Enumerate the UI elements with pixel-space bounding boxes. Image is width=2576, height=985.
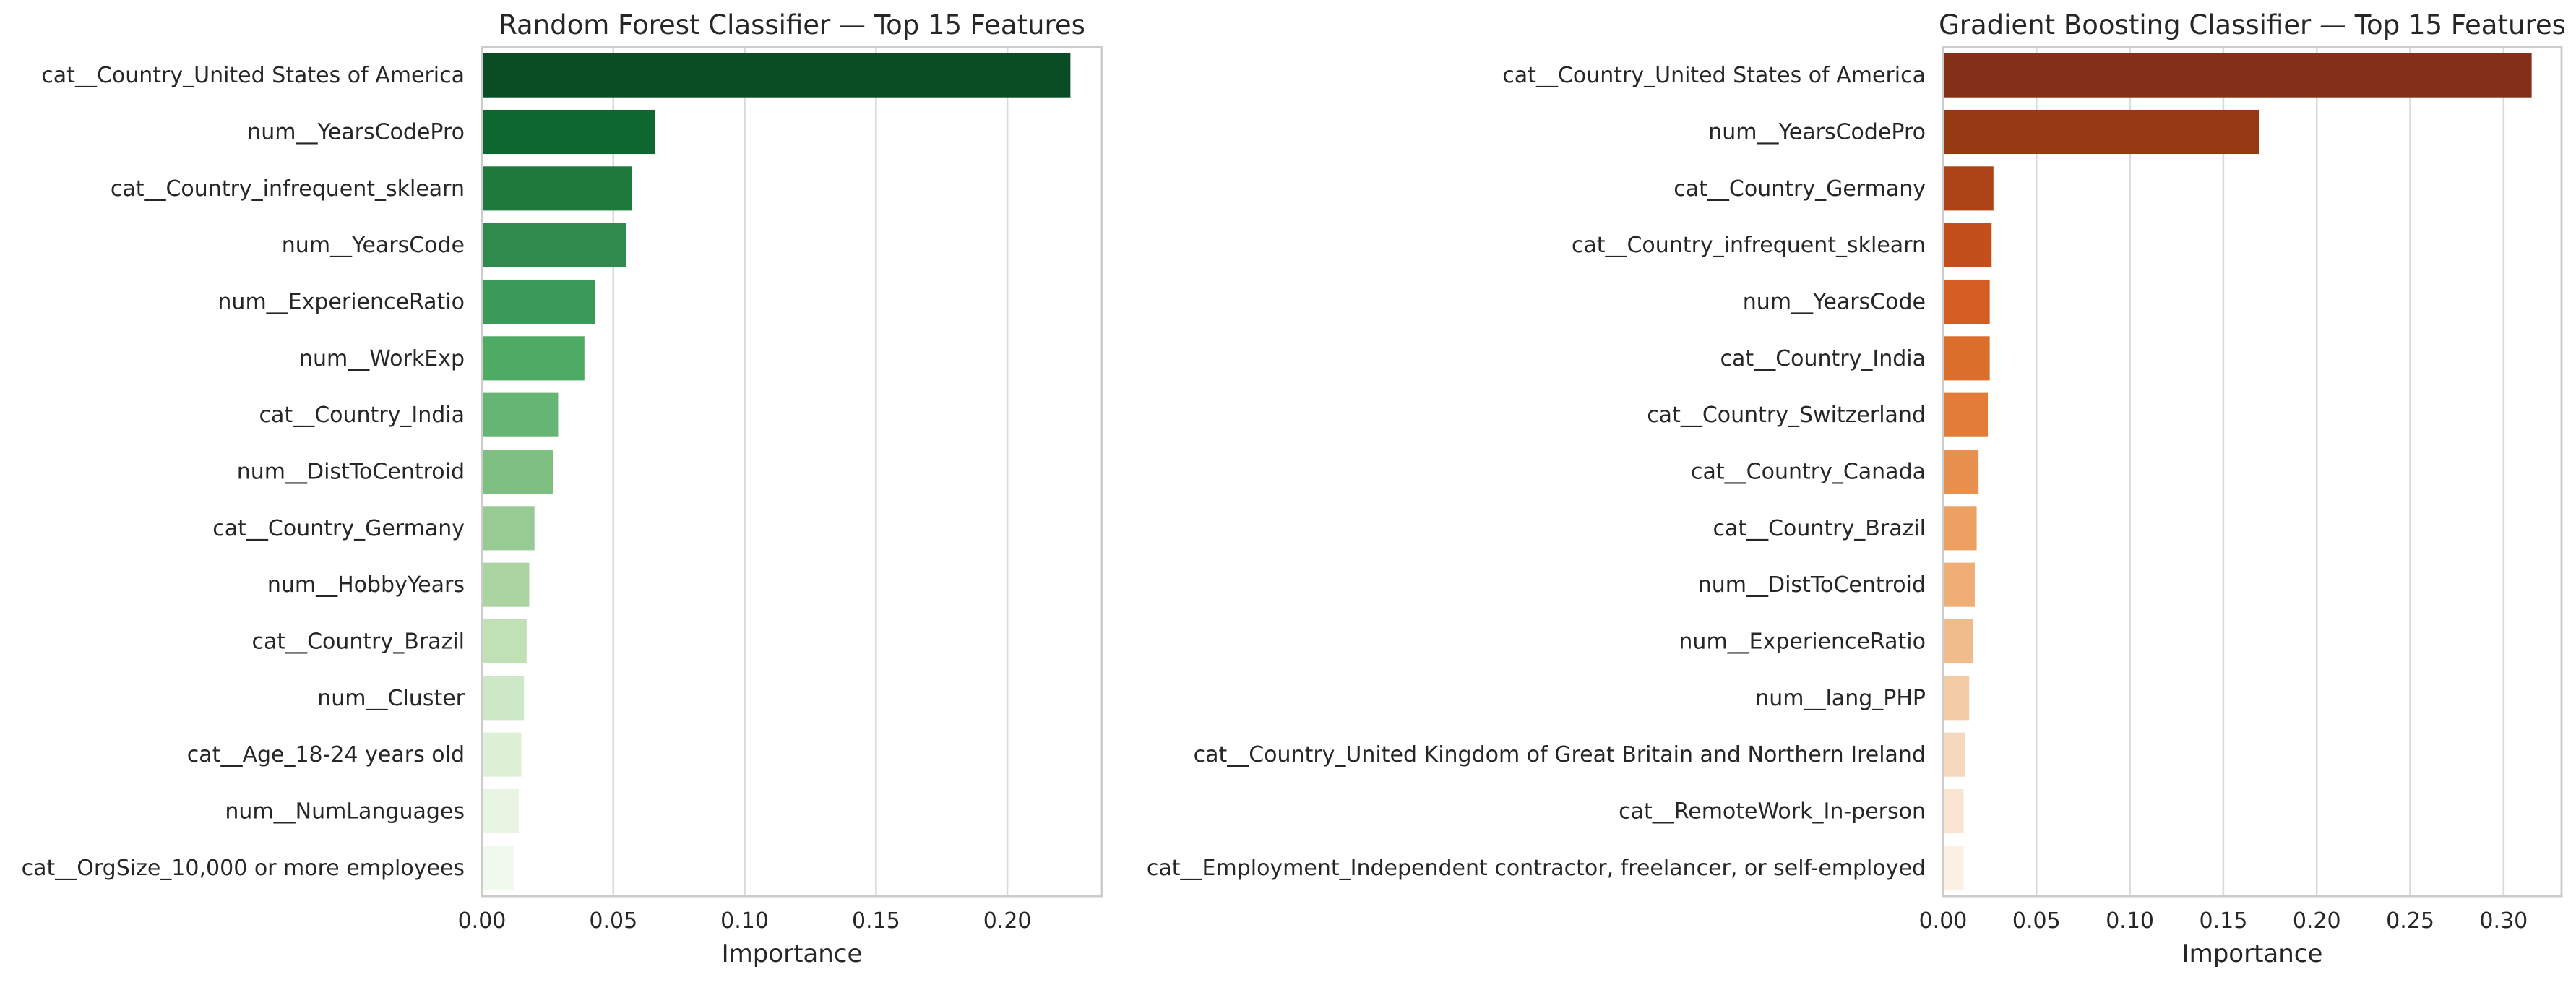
gb-bar [1943,166,1994,211]
rf-category-label: cat__Country_Brazil [251,629,465,655]
gb-bar [1943,109,2260,155]
rf-x-tick-label: 0.05 [589,908,637,934]
rf-x-tick-label: 0.00 [458,908,507,934]
rf-category-label: cat__Country_infrequent_sklearn [111,176,465,202]
rf-category-label: num__NumLanguages [225,799,465,825]
gb-bar [1943,506,1977,551]
gb-x-tick-label: 0.10 [2106,908,2154,934]
gb-category-label: num__ExperienceRatio [1679,629,1926,655]
rf-bar [482,788,519,834]
gb-category-label: num__YearsCode [1743,290,1926,315]
gb-plot-frame [1942,46,2563,898]
gb-bar [1943,336,1990,381]
gb-category-label: cat__Employment_Independent contractor, … [1147,856,1926,881]
gb-bar [1943,619,1973,664]
gb-bar [1943,223,1992,267]
gb-category-label: num__YearsCodePro [1708,120,1926,145]
rf-category-label: num__ExperienceRatio [217,290,465,315]
rf-category-label: num__WorkExp [299,346,465,371]
gb-category-label: cat__Country_India [1720,346,1926,371]
gb-category-label: cat__Country_infrequent_sklearn [1572,233,1926,258]
rf-bar [482,336,585,381]
rf-category-label: num__DistToCentroid [237,460,465,485]
rf-x-axis-label: Importance [722,939,863,968]
rf-bar [482,619,527,664]
gb-category-label: cat__Country_Switzerland [1647,403,1926,428]
gb-x-tick-label: 0.05 [2012,908,2061,934]
gb-bar [1943,732,1966,777]
rf-chart-title: Random Forest Classifier — Top 15 Featur… [499,9,1085,40]
gb-category-label: cat__Country_United States of America [1502,63,1926,88]
rf-bar [482,109,655,155]
rf-plot-frame [481,46,1103,898]
gb-x-tick-label: 0.15 [2200,908,2248,934]
rf-category-label: cat__Age_18-24 years old [187,742,465,767]
rf-bar [482,732,522,777]
gb-bar [1943,449,1979,494]
rf-x-tick-label: 0.20 [983,908,1032,934]
rf-x-tick-label: 0.15 [852,908,900,934]
gb-panel: 0.00 0.05 0.10 0.15 0.20 0.25 0.30 cat__Country… [1147,9,2566,968]
gb-x-tick-label: 0.00 [1919,908,1968,934]
gb-x-tick-label: 0.20 [2293,908,2341,934]
rf-category-label: cat__Country_Germany [212,516,465,541]
gb-bar [1943,392,1989,437]
gb-category-label: cat__Country_Canada [1691,460,1926,485]
gb-category-label: num__DistToCentroid [1698,572,1926,598]
rf-bar [482,676,525,721]
gb-x-tick-label: 0.25 [2386,908,2434,934]
gb-category-label: cat__Country_Germany [1673,176,1926,202]
rf-bar [482,449,553,494]
rf-bar [482,166,632,211]
rf-category-label: cat__OrgSize_10,000 or more employees [22,856,465,881]
gb-bar [1943,279,1990,324]
rf-bar [482,279,595,324]
rf-bar [482,223,626,267]
gb-bar [1943,53,2532,98]
gb-category-label: num__lang_PHP [1755,686,1926,711]
gb-bar [1943,846,1964,890]
gb-bar [1943,562,1975,607]
rf-category-label: num__HobbyYears [267,572,465,598]
rf-bar [482,562,530,607]
gb-bar [1943,676,1970,721]
gb-x-tick-label: 0.30 [2479,908,2528,934]
gb-category-label: cat__RemoteWork_In-person [1619,799,1926,825]
rf-bar [482,506,535,551]
gb-x-axis-label: Importance [2182,939,2323,968]
rf-panel: 0.00 0.05 0.10 0.15 0.20 cat__Country_United … [22,9,1103,968]
rf-category-label: cat__Country_United States of America [41,63,465,88]
rf-category-label: num__Cluster [317,686,465,711]
rf-category-label: num__YearsCode [282,233,465,258]
rf-category-label: cat__Country_India [259,403,465,428]
rf-bar [482,392,559,437]
gb-chart-title: Gradient Boosting Classifier — Top 15 Fe… [1939,9,2566,40]
rf-bar [482,53,1071,98]
rf-x-tick-label: 0.10 [720,908,769,934]
rf-bar [482,846,514,890]
gb-category-label: cat__Country_United Kingdom of Great Bri… [1194,742,1926,767]
gb-bar [1943,788,1964,834]
rf-category-label: num__YearsCodePro [247,120,465,145]
gb-category-label: cat__Country_Brazil [1713,516,1926,541]
